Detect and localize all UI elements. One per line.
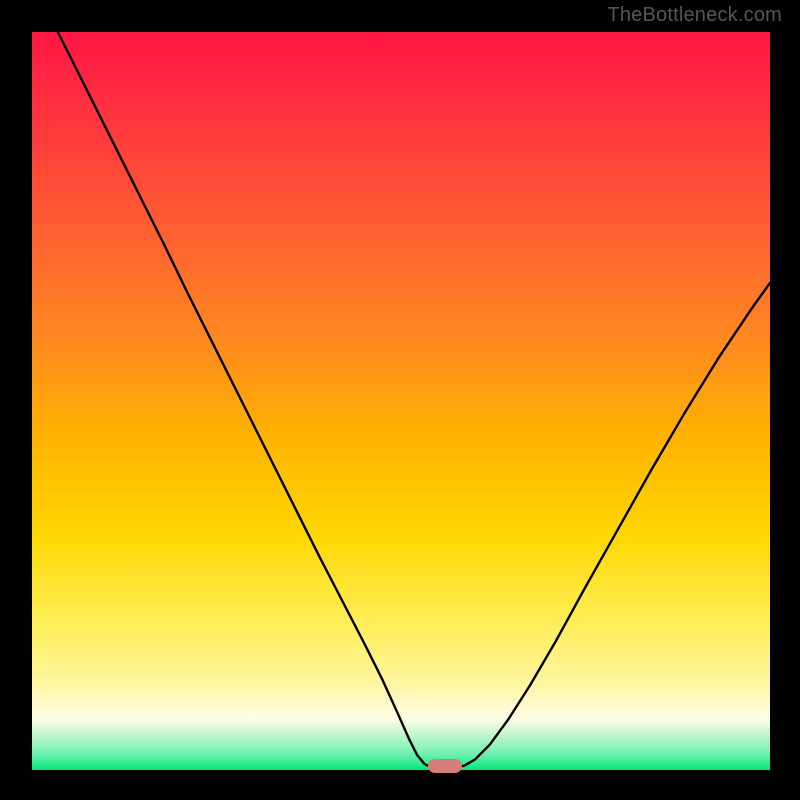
bottleneck-curve	[32, 32, 770, 770]
watermark-text: TheBottleneck.com	[607, 4, 782, 27]
bottleneck-chart	[32, 32, 770, 770]
optimal-point-marker	[428, 759, 462, 773]
